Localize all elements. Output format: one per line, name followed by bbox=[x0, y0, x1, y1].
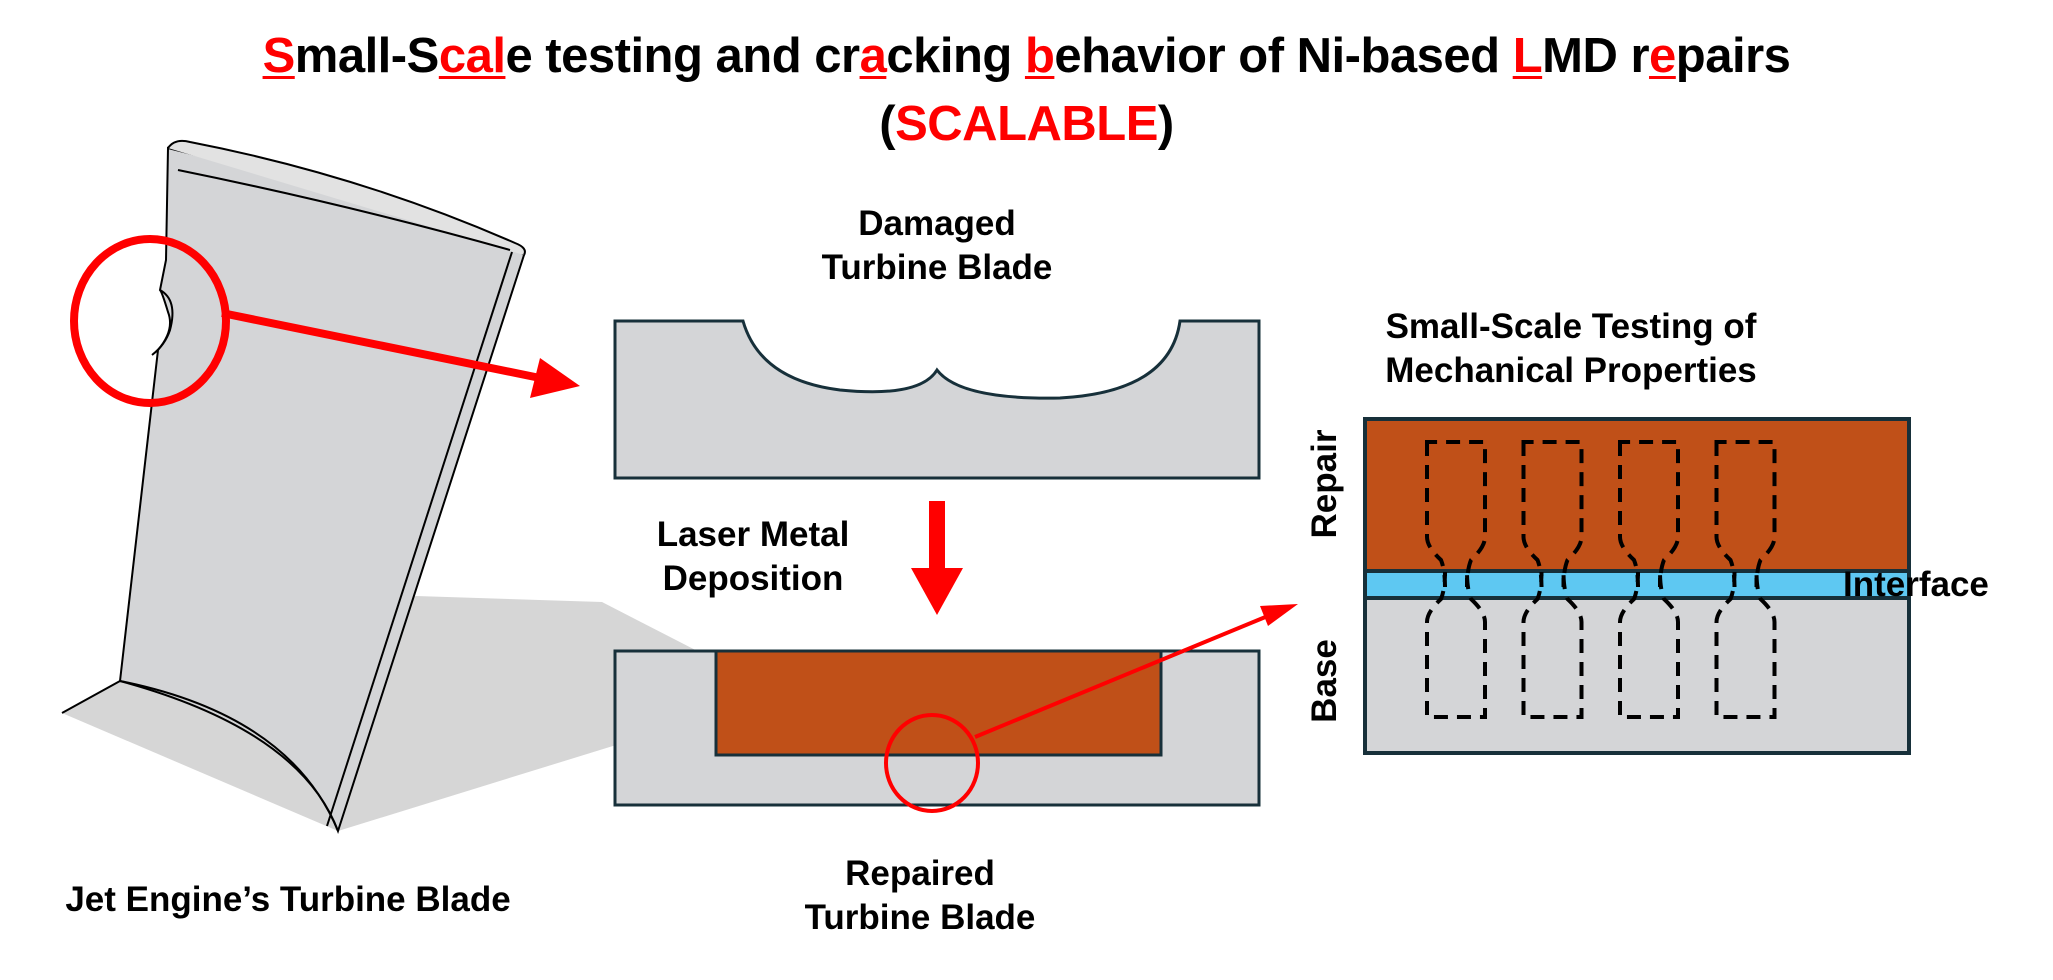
interface-label: Interface bbox=[1843, 565, 1989, 604]
blade-base-fillet bbox=[119, 680, 339, 832]
repaired-label: Repaired Turbine Blade bbox=[805, 852, 1036, 940]
small-scale-testing-block bbox=[1363, 417, 1911, 755]
damaged-label: Damaged Turbine Blade bbox=[822, 202, 1053, 290]
title-acronym-letter: cal bbox=[438, 29, 506, 83]
tensile-specimen-outline bbox=[1618, 440, 1680, 719]
testing-label: Small-Scale Testing of Mechanical Propert… bbox=[1385, 305, 1757, 393]
repair-region bbox=[1363, 417, 1911, 573]
process-label-line: Deposition bbox=[662, 559, 844, 598]
title-text: cking bbox=[886, 29, 1025, 83]
base-label: Base bbox=[1305, 639, 1344, 723]
blade-platform-line bbox=[61, 680, 121, 714]
title-acronym-letter: S bbox=[262, 29, 296, 83]
arrow-to-testing bbox=[974, 604, 1298, 739]
damaged-blade-section bbox=[613, 319, 1261, 480]
title-text: ehavior of Ni-based bbox=[1054, 29, 1513, 83]
title-text: MD r bbox=[1542, 29, 1650, 83]
title-line-2: (SCALABLE) bbox=[0, 96, 2053, 152]
repaired-label-line: Turbine Blade bbox=[804, 898, 1036, 937]
damaged-label-line: Turbine Blade bbox=[821, 248, 1053, 287]
project-acronym: SCALABLE bbox=[895, 97, 1158, 151]
blade-leading-edge bbox=[326, 251, 513, 827]
tensile-specimen-outline bbox=[1521, 440, 1584, 719]
title-acronym-letter: e bbox=[1649, 29, 1676, 83]
title-paren: ( bbox=[879, 97, 896, 151]
title-acronym-letter: a bbox=[859, 29, 887, 83]
arrow-to-damaged bbox=[221, 309, 580, 398]
deposited-repair-material bbox=[714, 649, 1163, 757]
repair-label: Repair bbox=[1305, 429, 1344, 539]
interface-highlight-circle bbox=[884, 713, 980, 813]
title-paren: ) bbox=[1157, 97, 1174, 151]
title-text: pairs bbox=[1675, 29, 1791, 83]
process-arrow bbox=[911, 501, 963, 615]
damage-highlight-circle bbox=[70, 235, 230, 407]
blade-tip-inner bbox=[177, 169, 511, 251]
base-region bbox=[1363, 596, 1911, 755]
blade-damage-notch bbox=[151, 289, 174, 356]
testing-label-line: Mechanical Properties bbox=[1385, 351, 1757, 390]
tensile-specimen-outline bbox=[1714, 440, 1777, 719]
process-label: Laser Metal Deposition bbox=[657, 513, 850, 601]
title-text: e testing and cr bbox=[505, 29, 860, 83]
repaired-label-line: Repaired bbox=[845, 854, 995, 893]
damaged-label-line: Damaged bbox=[858, 204, 1016, 243]
testing-label-line: Small-Scale Testing of bbox=[1385, 307, 1757, 346]
title-line-1: Small-Scale testing and cracking behavio… bbox=[0, 28, 2053, 84]
blade-label: Jet Engine’s Turbine Blade bbox=[65, 880, 511, 919]
title-acronym-letter: L bbox=[1512, 29, 1543, 83]
turbine-blade-illustration bbox=[61, 139, 781, 835]
title-text: mall-S bbox=[294, 29, 440, 83]
tensile-specimen-outline bbox=[1425, 440, 1487, 719]
process-label-line: Laser Metal bbox=[656, 515, 850, 554]
title-acronym-letter: b bbox=[1024, 29, 1055, 83]
blade-tip-top bbox=[167, 139, 526, 256]
